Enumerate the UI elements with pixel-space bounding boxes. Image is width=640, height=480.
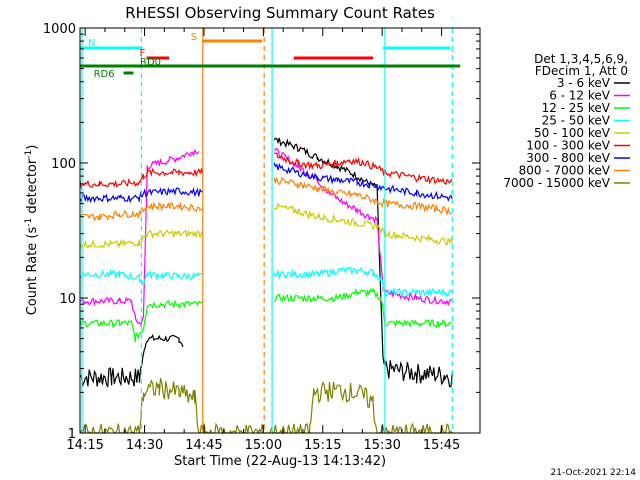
x-tick-label: 15:00 (245, 438, 282, 453)
series-line-7000-15000-kev (79, 378, 453, 436)
y-tick-label: 10 (59, 292, 76, 307)
flag-label-n: N (88, 38, 95, 49)
legend-label-300-800-kev: 300 - 800 keV (526, 151, 610, 165)
series-line-50-100-kev (79, 201, 453, 249)
y-axis-label-sup1: -1 (24, 218, 34, 227)
marker-layer (81, 28, 453, 433)
legend-label-25-50-kev: 25 - 50 keV (542, 114, 611, 128)
legend-title-line-1: FDecim 1, Att 0 (535, 64, 628, 78)
series-line-25-50-kev (79, 266, 453, 298)
series-line-100-300-kev (79, 152, 453, 190)
legend-label-100-300-kev: 100 - 300 keV (526, 139, 610, 153)
legend-title-line-0: Det 1,3,4,5,6,9, (534, 52, 628, 66)
legend-label-6-12-kev: 6 - 12 keV (549, 89, 611, 103)
x-tick-label: 15:45 (423, 438, 460, 453)
series-line-12-25-kev (79, 287, 453, 342)
legend-label-50-100-kev: 50 - 100 keV (534, 126, 611, 140)
series-line-300-800-kev (79, 162, 453, 204)
chart-title: RHESSI Observing Summary Count Rates (125, 4, 435, 22)
series-line-6-12-kev (79, 147, 453, 326)
x-tick-label: 15:15 (304, 438, 341, 453)
y-tick-label: 100 (51, 157, 76, 172)
flag-label-rd6: RD6 (94, 69, 115, 80)
flag-label-rd0: RD0 (140, 57, 161, 68)
legend-label-800-7000-kev: 800 - 7000 keV (519, 164, 611, 178)
legend: Det 1,3,4,5,6,9,FDecim 1, Att 03 - 6 keV… (503, 52, 630, 190)
plot-frame (79, 27, 481, 434)
y-axis-label-main: Count Rate (s (25, 227, 40, 316)
axis-layer: 14:15 14:30 14:45 15:00 15:15 15:30 15:45 1 10 10… (43, 22, 480, 453)
timestamp: 21-Oct-2021 22:14 (551, 468, 637, 478)
series-line-800-7000-kev (79, 176, 453, 223)
legend-label-3-6-kev: 3 - 6 keV (557, 76, 611, 90)
y-axis-label-mid: detector (25, 158, 40, 218)
series-line-3-6-kev (79, 137, 453, 388)
y-axis-label: Count Rate (s-1 detector-1) (24, 145, 40, 316)
series-layer (79, 137, 453, 436)
flag-layer: N F S RD0 RD6 (80, 32, 461, 80)
x-tick-label: 14:30 (126, 438, 163, 453)
x-tick-label: 14:15 (66, 438, 103, 453)
flag-label-f: F (140, 48, 146, 59)
legend-label-12-25-kev: 12 - 25 keV (542, 101, 611, 115)
legend-label-7000-15000-kev: 7000 - 15000 keV (503, 176, 610, 190)
x-tick-label: 15:30 (363, 438, 400, 453)
x-tick-label: 14:45 (185, 438, 222, 453)
y-tick-label: 1 (68, 427, 76, 442)
flag-label-s: S (191, 32, 197, 43)
y-tick-label: 1000 (43, 22, 76, 37)
y-axis-label-sup2: -1 (24, 150, 34, 159)
x-axis-label: Start Time (22-Aug-13 14:13:42) (174, 454, 386, 469)
y-axis-label-end: ) (25, 145, 40, 150)
